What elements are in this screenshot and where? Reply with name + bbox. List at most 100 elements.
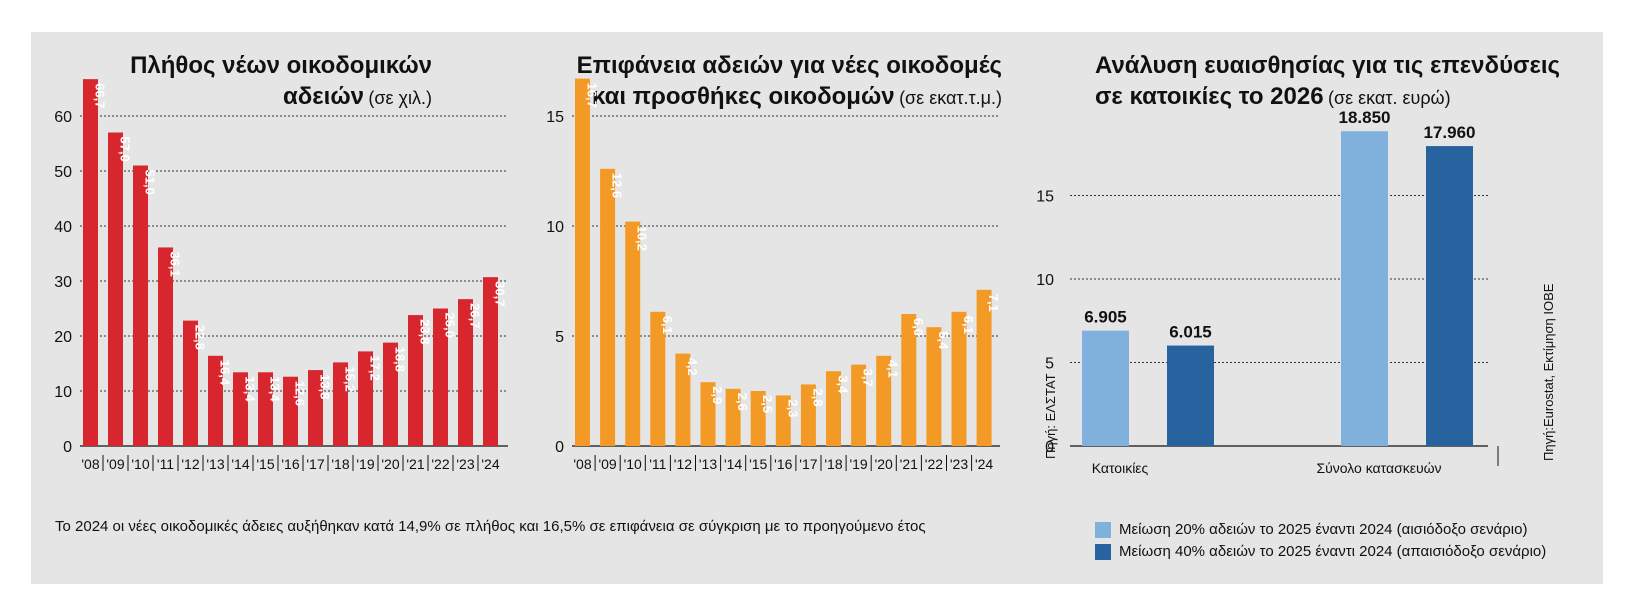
chart3-title-line1: Ανάλυση ευαισθησίας για τις επενδύσεις xyxy=(1095,52,1561,79)
chart1-xtick-label: '19 xyxy=(356,456,374,472)
chart1-data-label: 26,7 xyxy=(468,303,483,328)
chart2-data-label: 5,4 xyxy=(936,331,951,350)
footnote: Το 2024 οι νέες οικοδομικές άδειες αυξήθ… xyxy=(55,518,926,535)
chart2-data-label: 2,6 xyxy=(735,393,750,411)
chart2-bar xyxy=(750,391,766,446)
chart3-unit: (σε εκατ. ευρώ) xyxy=(1328,88,1451,108)
chart2-ytick-label: 0 xyxy=(555,439,564,456)
chart2-xtick-label: '16 xyxy=(774,456,792,472)
chart1-xtick-label: '13 xyxy=(206,456,224,472)
chart3-data-label: 6.015 xyxy=(1169,323,1212,342)
chart1-xtick-label: '24 xyxy=(481,456,499,472)
chart2-xtick-label: '12 xyxy=(674,456,692,472)
chart2-data-label: 2,5 xyxy=(760,395,775,413)
chart3-bar xyxy=(1341,131,1388,446)
chart2-ytick-label: 5 xyxy=(555,329,564,346)
chart1-ytick-label: 30 xyxy=(54,274,72,291)
chart1-xtick-label: '18 xyxy=(331,456,349,472)
chart2-data-label: 2,3 xyxy=(785,399,800,417)
chart3-category-label: Κατοικίες xyxy=(1092,460,1149,476)
chart1-bar xyxy=(358,351,373,446)
chart2-bar xyxy=(976,289,992,446)
chart1-xtick-label: '22 xyxy=(431,456,449,472)
chart2-bar xyxy=(926,327,942,446)
chart2-bar xyxy=(951,311,967,446)
chart2-data-label: 4,1 xyxy=(886,360,901,378)
chart1-bar xyxy=(483,277,498,446)
chart1-data-label: 22,8 xyxy=(193,325,208,350)
chart1-title-line1: Πλήθος νέων οικοδομικών xyxy=(130,52,432,79)
chart2-source: Πηγή: ΕΛΣΤΑΤ xyxy=(1043,373,1058,459)
chart1-xtick-label: '16 xyxy=(281,456,299,472)
chart1-data-label: 12,6 xyxy=(293,381,308,406)
chart3-bar xyxy=(1082,330,1129,446)
chart1-data-label: 13,8 xyxy=(318,374,333,399)
chart3-ytick-label: 0 xyxy=(1045,439,1054,456)
legend-swatch-pessimistic xyxy=(1095,543,1111,560)
chart1-ytick-label: 40 xyxy=(54,219,72,236)
chart1-xtick-label: '10 xyxy=(131,456,149,472)
chart1-title: Πλήθος νέων οικοδομικών αδειών (σε χιλ.) xyxy=(130,50,432,112)
chart1-bar xyxy=(308,370,323,446)
chart2-title-line2: και προσθήκες οικοδομών xyxy=(591,83,895,110)
chart2-bar xyxy=(901,314,917,446)
chart1-bar xyxy=(158,247,173,446)
chart1-data-label: 15,2 xyxy=(343,366,358,391)
chart2-data-label: 6,1 xyxy=(660,316,675,334)
chart1-data-label: 17,2 xyxy=(368,355,383,380)
chart1-bar xyxy=(333,362,348,446)
chart1-bar xyxy=(258,372,273,446)
chart2-bar xyxy=(851,364,867,446)
chart2-xtick-label: '13 xyxy=(699,456,717,472)
chart2-xtick-label: '21 xyxy=(900,456,918,472)
chart1-data-label: 36,1 xyxy=(168,251,183,276)
chart2-ytick-label: 15 xyxy=(546,109,564,126)
chart2-xtick-label: '19 xyxy=(849,456,867,472)
chart2-xtick-label: '18 xyxy=(824,456,842,472)
chart2-bar xyxy=(675,353,691,446)
chart1-xtick-label: '08 xyxy=(81,456,99,472)
chart1-data-label: 18,8 xyxy=(393,347,408,372)
chart2-data-label: 12,6 xyxy=(610,173,625,198)
chart3-ytick-label: 15 xyxy=(1036,189,1054,206)
chart3-ytick-label: 10 xyxy=(1036,272,1054,289)
chart2-unit: (σε εκατ.τ.μ.) xyxy=(899,88,1002,108)
chart2-data-label: 3,7 xyxy=(861,369,876,387)
chart2-xtick-label: '10 xyxy=(624,456,642,472)
chart2-xtick-label: '11 xyxy=(649,456,666,472)
chart1-data-label: 30,7 xyxy=(493,281,508,306)
chart2-bar xyxy=(725,388,741,446)
chart2-xtick-label: '14 xyxy=(724,456,742,472)
chart2-data-label: 7,1 xyxy=(986,294,1001,312)
chart1-ytick-label: 20 xyxy=(54,329,72,346)
chart1-data-label: 25,0 xyxy=(443,313,458,338)
chart1-bar xyxy=(233,372,248,446)
chart1-ytick-label: 0 xyxy=(63,439,72,456)
chart2-xtick-label: '17 xyxy=(799,456,817,472)
chart3-source: Πηγή:Eurostat, Εκτίμηση ΙΟΒΕ xyxy=(1541,283,1556,461)
chart2-data-label: 6,0 xyxy=(911,318,926,336)
chart1-bar xyxy=(133,165,148,446)
chart1-data-label: 13,4 xyxy=(243,376,258,402)
chart1-xtick-label: '11 xyxy=(157,456,174,472)
chart3-category-label: Σύνολο κατασκευών xyxy=(1316,460,1441,476)
chart2-title-line1: Επιφάνεια αδειών για νέες οικοδομές xyxy=(576,52,1002,79)
chart1-data-label: 23,8 xyxy=(418,319,433,344)
chart2-xtick-label: '09 xyxy=(598,456,616,472)
legend-item-pessimistic: Μείωση 40% αδειών το 2025 έναντι 2024 (α… xyxy=(1095,543,1546,560)
chart2-data-label: 16,7 xyxy=(585,83,600,108)
chart3-title: Ανάλυση ευαισθησίας για τις επενδύσεις σ… xyxy=(1095,50,1560,112)
chart1-bar xyxy=(408,315,423,446)
chart2-data-label: 4,2 xyxy=(685,358,700,376)
chart1-unit: (σε χιλ.) xyxy=(368,88,432,108)
chart2-bar xyxy=(800,384,816,446)
chart2-ytick-label: 10 xyxy=(546,219,564,236)
chart2-xtick-label: '20 xyxy=(875,456,893,472)
chart1-title-line2: αδειών xyxy=(282,83,364,110)
chart2-bar xyxy=(575,78,590,446)
chart1-xtick-label: '21 xyxy=(406,456,424,472)
chart1-bar xyxy=(108,132,123,446)
chart2-data-label: 2,8 xyxy=(810,388,825,406)
chart2-bar xyxy=(775,395,791,446)
